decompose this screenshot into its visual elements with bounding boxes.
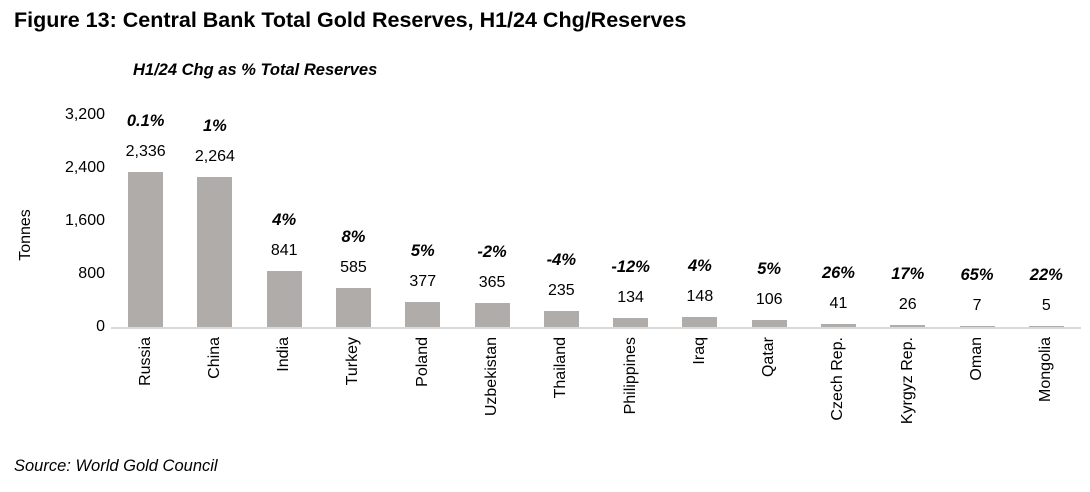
y-tick-label: 800 (78, 265, 105, 282)
pct-change-label: -12% (611, 258, 650, 276)
bar-value-label: 235 (547, 282, 575, 299)
category-label: Poland (413, 337, 431, 387)
bar-value-label: 106 (755, 291, 783, 308)
category-label: Kyrgyz Rep. (898, 337, 916, 425)
bar (820, 324, 856, 327)
category-cell: Russia (111, 337, 180, 386)
source-note: Source: World Gold Council (14, 457, 218, 475)
bar-value-label: 26 (898, 296, 917, 313)
category-label: China (205, 337, 223, 379)
category-label: Russia (136, 337, 154, 386)
pct-change-label: 4% (272, 211, 297, 229)
category-label: Czech Rep. (829, 337, 847, 421)
category-label: Uzbekistan (483, 337, 501, 417)
category-label: Qatar (760, 337, 778, 378)
pct-change-label: 1% (202, 117, 227, 135)
y-tick-label: 2,400 (64, 159, 105, 176)
bar-value-label: 841 (270, 242, 298, 259)
bar-column-poland: 5% 377 (388, 90, 457, 327)
y-tick-label: 1,600 (64, 212, 105, 229)
pct-change-label: -2% (477, 243, 507, 261)
bar-value-label: 377 (409, 273, 437, 290)
category-cell: China (180, 337, 249, 379)
category-cell: Turkey (319, 337, 388, 385)
bar-value-label: 2,336 (125, 143, 166, 160)
bar (197, 177, 233, 327)
pct-change-label: 0.1% (126, 112, 165, 130)
bar (959, 326, 995, 327)
bar-column-iraq: 4% 148 (665, 90, 734, 327)
y-tick-label: 0 (96, 318, 105, 335)
bar (266, 271, 302, 327)
pct-change-label: 5% (757, 260, 782, 278)
bar (474, 303, 510, 327)
bar (890, 325, 926, 327)
bar-column-turkey: 8% 585 (319, 90, 388, 327)
pct-change-label: 8% (341, 228, 366, 246)
category-cell: Kyrgyz Rep. (873, 337, 942, 424)
bar-column-mongolia: 22% 5 (1012, 90, 1081, 327)
category-label: Turkey (344, 337, 362, 386)
y-tick-label: 3,200 (64, 106, 105, 123)
category-cell: Poland (388, 337, 457, 387)
figure-title: Figure 13: Central Bank Total Gold Reser… (14, 8, 687, 32)
bar-value-label: 41 (829, 295, 848, 312)
category-cell: Philippines (596, 337, 665, 414)
plot-area: 0.1% 2,336 1% 2,264 4% 841 8% 585 5% 377 -2% 365 -4%… (111, 90, 1081, 329)
bar (751, 320, 787, 327)
pct-change-label: -4% (546, 251, 576, 269)
pct-change-label: 22% (1029, 266, 1063, 284)
pct-change-label: 17% (891, 265, 925, 283)
bar-value-label: 148 (686, 288, 714, 305)
bar-column-uzbekistan: -2% 365 (457, 90, 526, 327)
chart-subtitle: H1/24 Chg as % Total Reserves (133, 61, 378, 79)
bar-column-china: 1% 2,264 (180, 90, 249, 327)
category-cell: Iraq (665, 337, 734, 365)
bar (1028, 326, 1064, 327)
bar (335, 288, 371, 327)
bar (543, 311, 579, 327)
category-cell: India (250, 337, 319, 372)
x-axis-category-labels: Russia China India Turkey Poland Uzbekistan Th… (111, 337, 1081, 424)
pct-change-label: 4% (687, 257, 712, 275)
category-label: Iraq (690, 337, 708, 365)
bar-value-label: 365 (478, 274, 506, 291)
category-label: Philippines (621, 337, 639, 415)
bar-column-russia: 0.1% 2,336 (111, 90, 180, 327)
pct-change-label: 26% (821, 264, 855, 282)
bar-value-label: 585 (340, 259, 367, 276)
category-cell: Qatar (735, 337, 804, 377)
pct-change-label: 65% (960, 266, 994, 284)
bar-column-thailand: -4% 235 (527, 90, 596, 327)
category-cell: Thailand (527, 337, 596, 398)
bar-value-label: 2,264 (194, 148, 235, 165)
bar-column-kyrgyz-rep: 17% 26 (873, 90, 942, 327)
category-label: Oman (968, 337, 986, 381)
bar-column-qatar: 5% 106 (735, 90, 804, 327)
category-cell: Oman (942, 337, 1011, 381)
category-cell: Czech Rep. (804, 337, 873, 421)
pct-change-label: 5% (410, 242, 435, 260)
bar-column-philippines: -12% 134 (596, 90, 665, 327)
category-label: Thailand (552, 337, 570, 399)
bar (613, 318, 649, 327)
category-label: Mongolia (1037, 337, 1055, 402)
bar-column-czech-rep: 26% 41 (804, 90, 873, 327)
category-cell: Mongolia (1012, 337, 1081, 402)
bar (682, 317, 718, 327)
bar-value-label: 7 (972, 297, 982, 314)
bar-value-label: 134 (617, 289, 644, 306)
bar-value-label: 5 (1041, 297, 1051, 314)
bar-column-oman: 65% 7 (942, 90, 1011, 327)
bar-column-india: 4% 841 (250, 90, 319, 327)
bar (405, 302, 441, 327)
category-cell: Uzbekistan (457, 337, 526, 416)
category-label: India (275, 337, 293, 372)
bar (128, 172, 164, 327)
